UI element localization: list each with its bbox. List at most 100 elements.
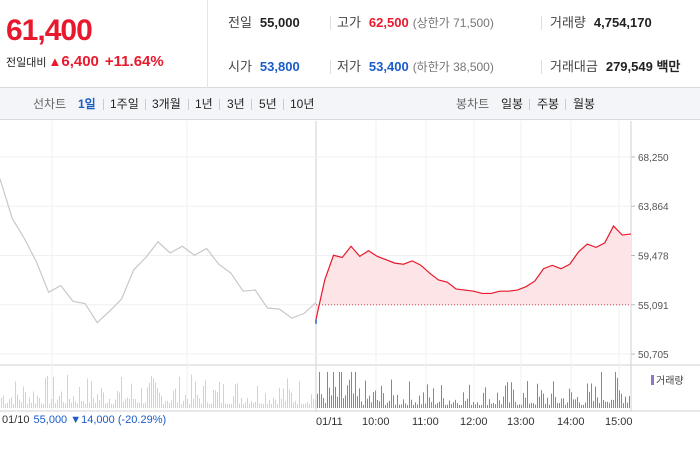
volume-bar-prev <box>31 402 32 408</box>
volume-bar-prev <box>21 402 22 408</box>
volume-legend-label: 거래량 <box>656 376 684 387</box>
volume-bar-prev <box>59 395 60 408</box>
volume-bar-prev <box>29 397 30 408</box>
volume-bar-prev <box>81 400 82 408</box>
volume-bar-today <box>471 404 472 408</box>
volume-bar-today <box>359 388 360 408</box>
y-tick-label: 68,250 <box>638 153 669 164</box>
volume-bar-prev <box>133 398 134 408</box>
turnover-value: 279,549 백만 <box>605 59 681 74</box>
volume-bar-today <box>515 401 516 408</box>
volume-bar-prev <box>151 376 152 408</box>
volume-bar-today <box>605 401 606 408</box>
current-price: 61,400 <box>6 14 93 47</box>
volume-bar-today <box>353 393 354 408</box>
volume-bar-today <box>357 396 358 408</box>
volume-bar-prev <box>139 402 140 408</box>
period-tab-10y[interactable]: 10년 <box>290 97 315 111</box>
candle-tab-monthly[interactable]: 월봉 <box>573 97 596 111</box>
volume-bar-prev <box>117 391 118 408</box>
volume-bar-prev <box>309 403 310 408</box>
volume-bar-today <box>489 399 490 408</box>
volume-bar-today <box>499 400 500 408</box>
volume-bar-prev <box>237 383 238 408</box>
volume-bar-today <box>445 404 446 408</box>
volume-bar-prev <box>95 402 96 408</box>
divider <box>145 99 146 110</box>
change-value: 6,400 <box>61 53 99 70</box>
volume-bar-prev <box>115 399 116 408</box>
volume-bar-today <box>505 385 506 408</box>
volume-bar-today <box>379 401 380 408</box>
volume-bar-prev <box>193 398 194 408</box>
period-tab-3y[interactable]: 3년 <box>227 97 245 111</box>
volume-bar-prev <box>175 388 176 408</box>
chart-toolbar: 선차트 1일 1주일 3개월 1년 3년 5년 10년 봉차트 일봉 주봉 월봉 <box>0 88 700 120</box>
volume-bar-today <box>575 399 576 408</box>
candle-tab-daily[interactable]: 일봉 <box>501 97 524 111</box>
volume-bar-today <box>629 395 630 408</box>
volume-bar-today <box>325 402 326 408</box>
volume-bar-today <box>339 372 340 408</box>
volume-bar-today <box>349 379 350 408</box>
volume-bar-prev <box>155 382 156 408</box>
volume-bar-prev <box>113 403 114 408</box>
volume-bar-today <box>535 404 536 408</box>
volume-bar-today <box>517 404 518 408</box>
volume-bar-prev <box>67 374 68 408</box>
volume-bar-today <box>387 402 388 408</box>
volume-bar-today <box>391 379 392 408</box>
volume-bar-prev <box>83 401 84 408</box>
divider <box>103 99 104 110</box>
volume-bar-today <box>461 404 462 408</box>
volume-bar-today <box>481 404 482 408</box>
divider <box>529 99 530 110</box>
volume-bar-prev <box>47 375 48 408</box>
volume-bar-prev <box>263 404 264 408</box>
volume-bar-today <box>527 381 528 408</box>
candle-chart-label: 봉차트 <box>456 97 490 111</box>
volume-bar-today <box>389 400 390 408</box>
change-percent: +11.64% <box>104 53 164 70</box>
volume-bar-today <box>485 387 486 408</box>
volume-bar-today <box>433 388 434 408</box>
volume-bar-today <box>435 404 436 408</box>
high-stat: 고가 62,500 (상한가 71,500) <box>337 13 494 33</box>
x-tick-label: 11:00 <box>412 416 439 428</box>
period-tab-5y[interactable]: 5년 <box>259 97 277 111</box>
volume-bar-today <box>531 402 532 408</box>
turnover-label: 거래대금 <box>550 59 598 74</box>
period-tab-1w[interactable]: 1주일 <box>110 97 139 111</box>
volume-bar-today <box>333 372 334 408</box>
volume-bar-today <box>421 404 422 408</box>
price-chart[interactable]: 68,250 63,864 59,478 55,091 50,705 01/11 10:00… <box>0 121 700 450</box>
candle-tab-weekly[interactable]: 주봉 <box>537 97 560 111</box>
volume-bar-prev <box>267 403 268 408</box>
volume-bar-prev <box>99 399 100 408</box>
volume-bar-today <box>469 384 470 408</box>
volume-bar-prev <box>313 399 314 408</box>
volume-bar-today <box>373 391 374 408</box>
low-stat: 저가 53,400 (하한가 38,500) <box>337 57 494 77</box>
volume-bar-today <box>487 404 488 408</box>
period-tab-1y[interactable]: 1년 <box>195 97 213 111</box>
volume-bar-today <box>331 395 332 408</box>
volume-bar-today <box>437 402 438 408</box>
volume-bar-prev <box>243 403 244 408</box>
volume-bar-prev <box>125 399 126 408</box>
volume-bar-today <box>563 398 564 408</box>
volume-bar-prev <box>35 403 36 408</box>
volume-bar-today <box>327 372 328 408</box>
period-tab-3m[interactable]: 3개월 <box>152 97 181 111</box>
volume-bar-today <box>459 404 460 408</box>
period-tab-1d[interactable]: 1일 <box>78 97 96 111</box>
volume-bar-prev <box>17 394 18 408</box>
price-box: 61,400 전일대비 ▲6,400 +11.64% <box>0 0 208 88</box>
volume-bar-today <box>587 383 588 408</box>
volume-bar-prev <box>277 403 278 408</box>
change-label: 전일대비 <box>6 57 47 69</box>
volume-bar-prev <box>255 401 256 408</box>
volume-bar-today <box>619 390 620 408</box>
volume-bar-today <box>589 391 590 408</box>
divider <box>330 60 331 74</box>
